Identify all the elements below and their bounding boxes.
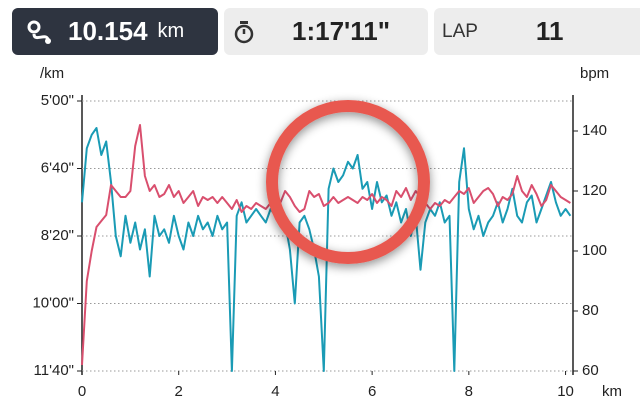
series-line [81,127,572,372]
x-tick-label: 8 [465,383,473,400]
y-tick-label: 10'00" [32,294,74,311]
y2-tick-label: 140 [582,122,607,139]
y2-axis-label: bpm [580,65,609,82]
y-axis-label: /km [40,65,64,82]
y-tick-label: 11'40" [34,362,74,379]
route-icon [27,20,51,44]
time-value: 1:17'11" [292,16,391,46]
x-tick-label: 0 [78,383,86,400]
y2-tick-label: 100 [582,242,607,259]
time-tile: 1:17'11" [224,8,428,55]
distance-tile: 10.154 km [12,8,218,55]
lap-value: 11 [535,16,564,46]
stopwatch-icon [234,20,254,43]
lap-tile: LAP 11 [434,8,640,55]
y-tick-label: 5'00" [41,92,74,109]
x-tick-label: 6 [368,383,376,400]
distance-value: 10.154 [68,16,148,46]
distance-unit: km [157,20,185,42]
y2-tick-label: 60 [582,362,599,379]
lap-label: LAP [442,20,478,42]
y2-tick-label: 120 [582,182,607,199]
x-axis-label: km [602,383,622,400]
x-tick-label: 4 [271,383,279,400]
highlight-circle [266,100,430,264]
x-tick-label: 10 [557,383,574,400]
y-tick-label: 8'20" [41,227,74,244]
y2-tick-label: 80 [582,302,599,319]
y-tick-label: 6'40" [41,159,74,176]
series-line [81,124,571,366]
x-tick-label: 2 [175,383,183,400]
